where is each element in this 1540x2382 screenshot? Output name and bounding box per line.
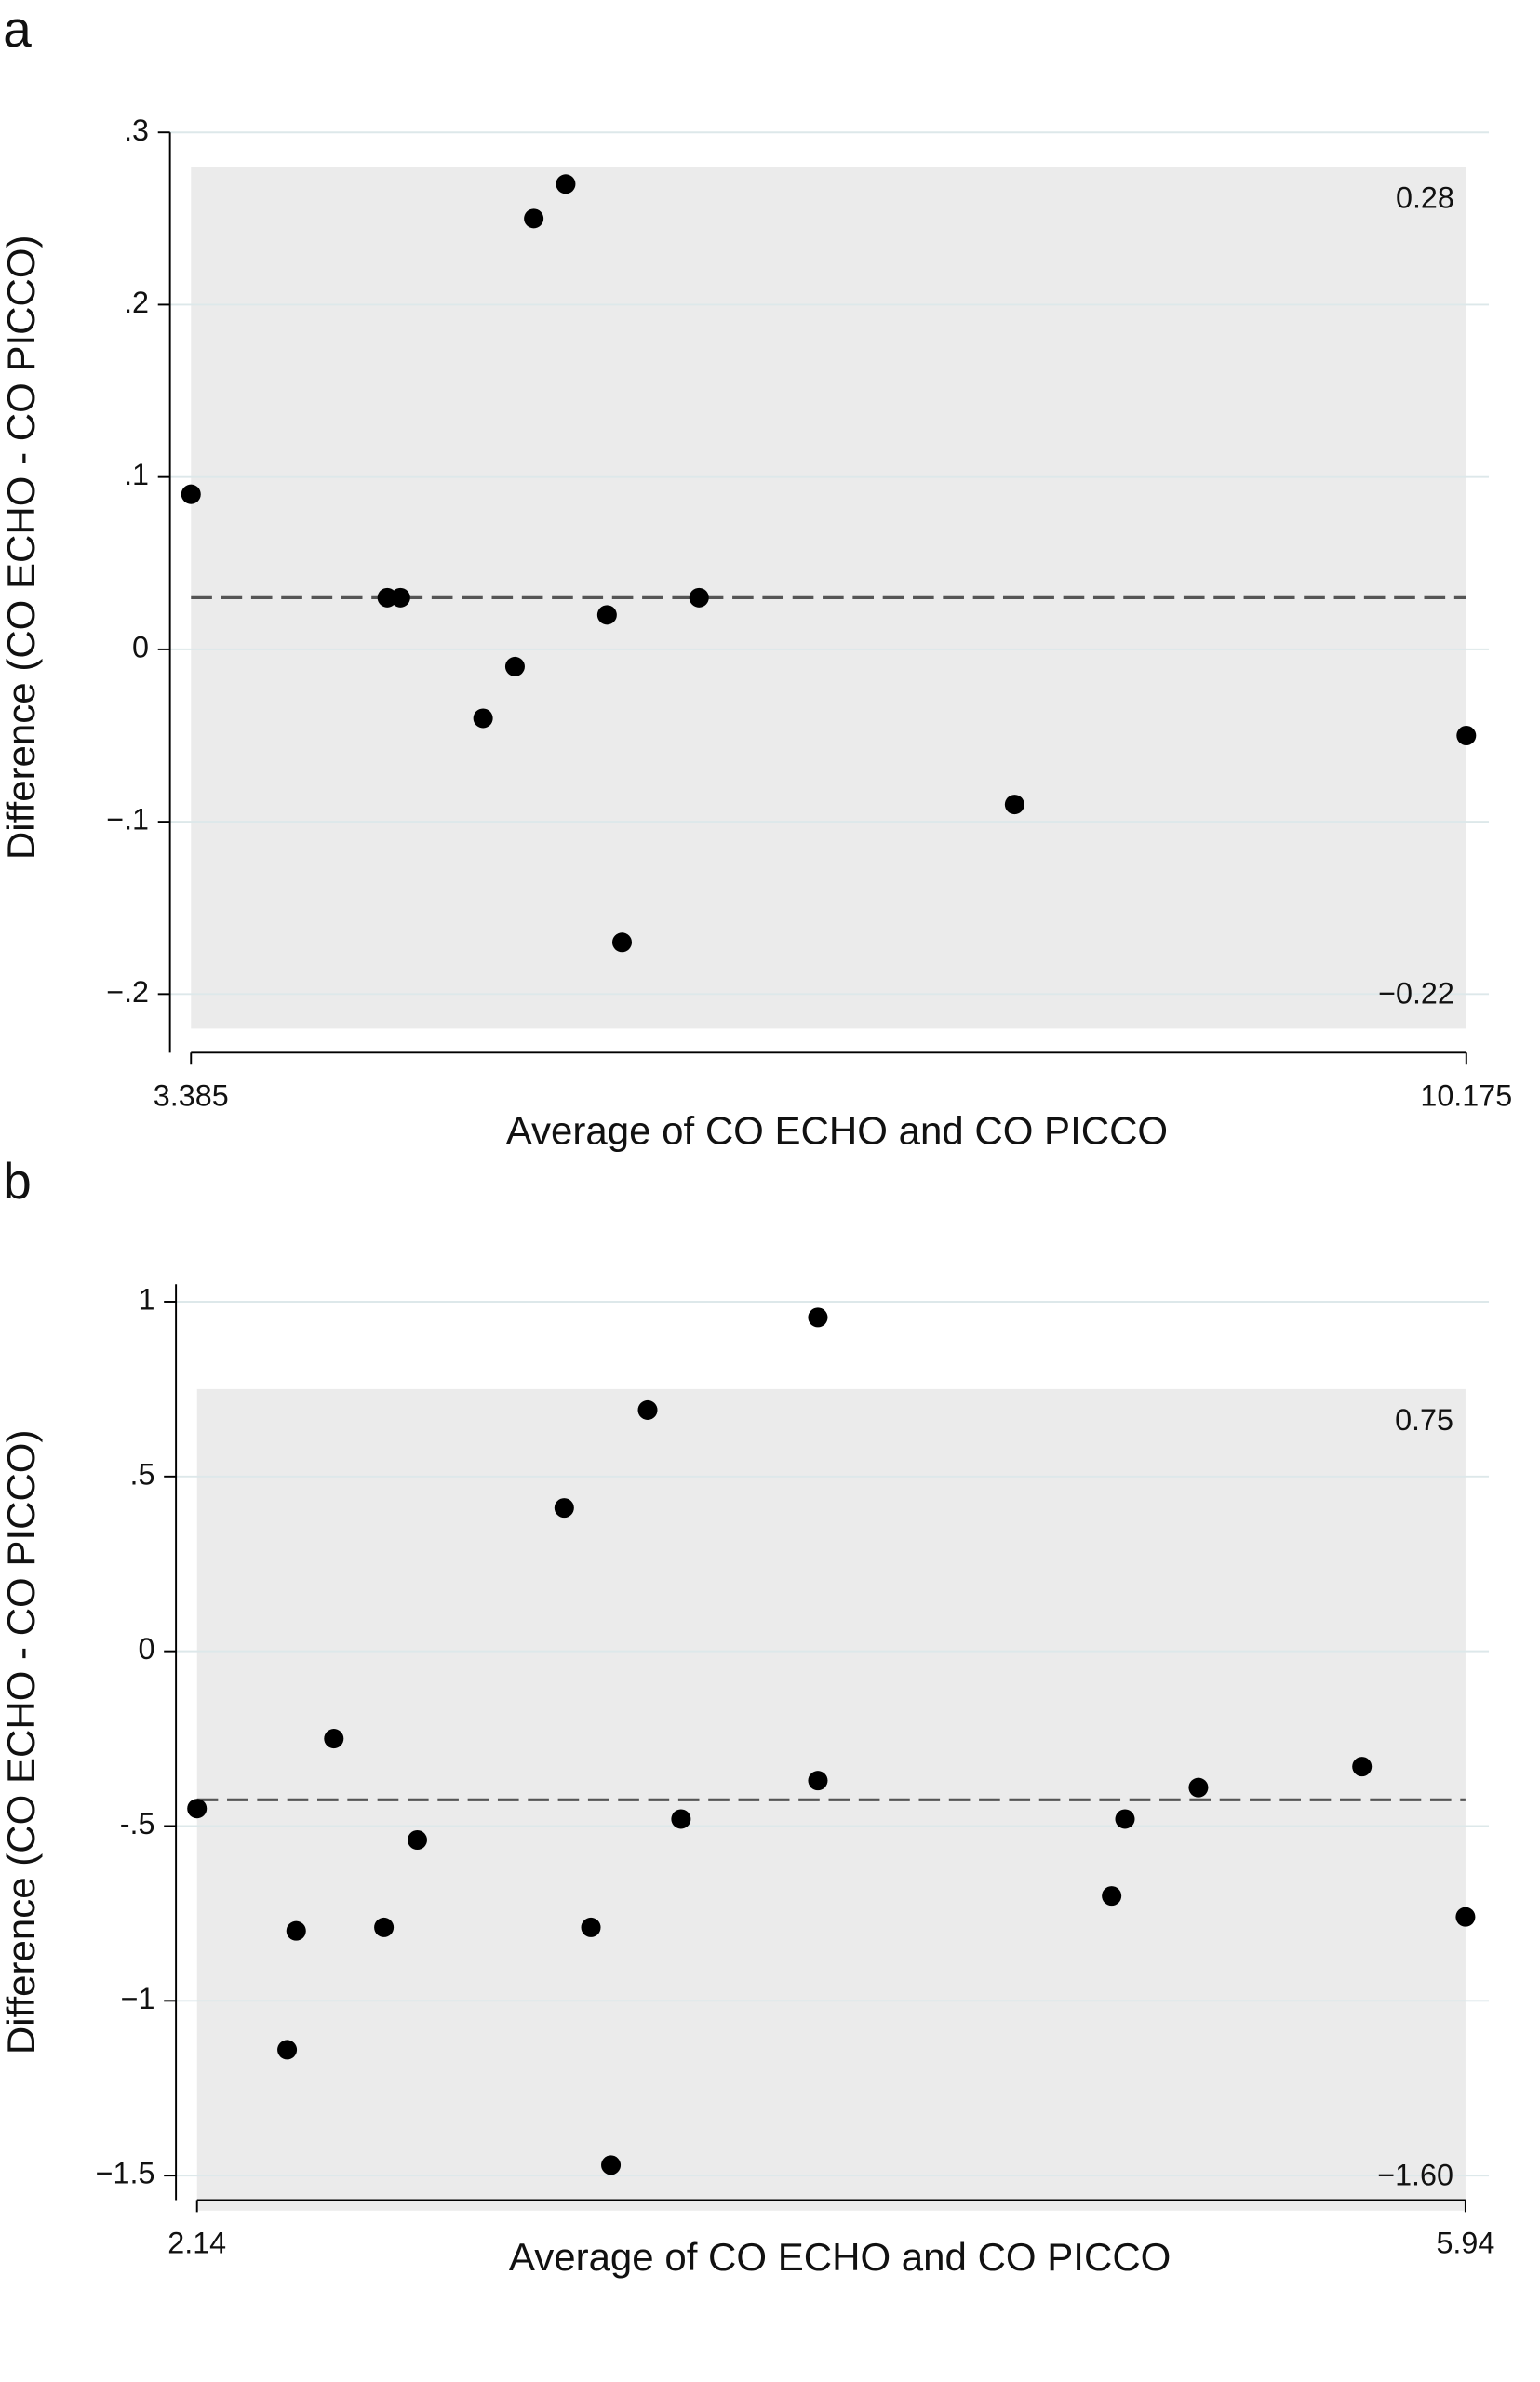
x-axis-title: Average of CO ECHO and CO PICCO xyxy=(506,1109,1168,1153)
y-tick-label: .3 xyxy=(124,114,149,147)
point xyxy=(390,587,410,608)
y-tick-label: .5 xyxy=(130,1457,155,1491)
lower-limit-label: −0.22 xyxy=(1378,976,1454,1010)
y-tick-label: −.1 xyxy=(106,803,149,836)
point xyxy=(1115,1809,1135,1829)
point xyxy=(324,1729,344,1749)
upper-limit-label: 0.28 xyxy=(1396,181,1454,214)
x-tick-label: 2.14 xyxy=(167,2226,226,2259)
y-tick-label: −.2 xyxy=(106,975,149,1009)
point xyxy=(581,1917,601,1937)
point xyxy=(524,208,544,229)
point xyxy=(1455,1907,1476,1927)
point xyxy=(671,1809,691,1829)
point xyxy=(1102,1886,1122,1907)
x-tick-label: 10.175 xyxy=(1420,1078,1512,1112)
y-tick-label: -.5 xyxy=(120,1807,155,1840)
point xyxy=(596,605,617,625)
point xyxy=(808,1771,828,1791)
point xyxy=(554,1498,574,1519)
y-tick-label: 0 xyxy=(139,1632,155,1666)
point xyxy=(286,1920,306,1941)
y-tick-label: .2 xyxy=(124,286,149,319)
point xyxy=(277,2040,298,2060)
point xyxy=(601,2155,622,2175)
point xyxy=(637,1399,658,1420)
point xyxy=(374,1917,395,1937)
point xyxy=(808,1307,828,1328)
y-tick-label: −1 xyxy=(121,1982,155,2015)
point xyxy=(1456,725,1477,746)
y-tick-label: 1 xyxy=(139,1283,155,1317)
x-tick-label: 5.94 xyxy=(1436,2226,1494,2259)
point xyxy=(689,587,709,608)
lower-limit-label: −1.60 xyxy=(1377,2159,1453,2192)
x-tick-label: 3.385 xyxy=(154,1078,229,1112)
panel-label: b xyxy=(3,1152,32,1210)
y-axis-title: Difference (CO ECHO - CO PICCO) xyxy=(0,1430,43,2055)
panel-label: a xyxy=(3,0,32,58)
y-tick-label: 0 xyxy=(132,630,149,663)
point xyxy=(181,484,201,504)
point xyxy=(473,708,493,729)
y-tick-label: .1 xyxy=(124,458,149,491)
point xyxy=(504,656,525,676)
point xyxy=(1004,795,1024,815)
point xyxy=(1352,1757,1373,1777)
point xyxy=(611,932,633,953)
point xyxy=(556,174,576,194)
point xyxy=(1188,1777,1209,1798)
y-axis-title: Difference (CO ECHO - CO PICCO) xyxy=(0,234,43,860)
x-axis-title: Average of CO ECHO and CO PICCO xyxy=(509,2235,1171,2279)
point xyxy=(187,1799,208,1819)
point xyxy=(407,1830,427,1851)
upper-limit-label: 0.75 xyxy=(1395,1403,1453,1437)
y-tick-label: −1.5 xyxy=(96,2157,155,2190)
